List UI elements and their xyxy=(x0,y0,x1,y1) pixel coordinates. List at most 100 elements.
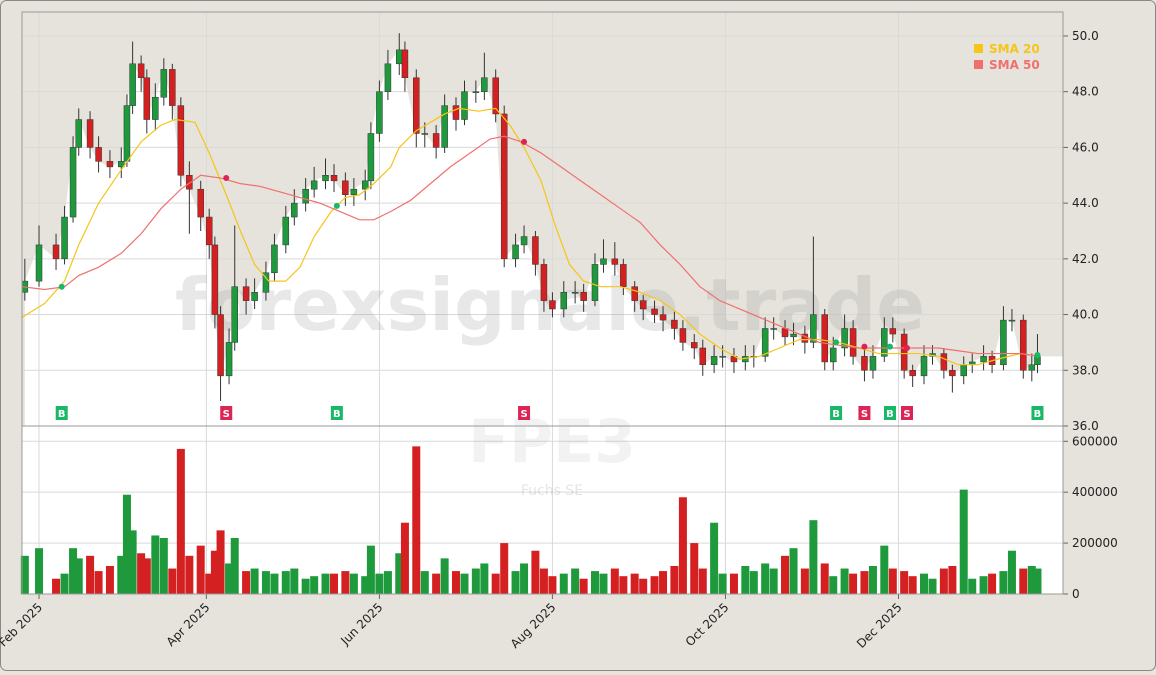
volume-bar xyxy=(590,571,599,594)
candle-body xyxy=(342,180,349,196)
candle-body xyxy=(118,161,125,168)
candle-body xyxy=(520,236,528,246)
candle-body xyxy=(549,300,556,310)
candle-body xyxy=(432,133,440,148)
volume-bar xyxy=(159,538,168,594)
volume-bar xyxy=(908,576,917,594)
volume-bar xyxy=(128,530,137,594)
signal-dot xyxy=(58,283,65,290)
volume-bar xyxy=(210,550,219,594)
candle-body xyxy=(699,347,707,365)
candle-body xyxy=(861,356,868,371)
volume-bar xyxy=(579,578,588,594)
candle-body xyxy=(889,328,897,335)
volume-bar xyxy=(330,573,339,594)
volume-bar xyxy=(928,578,937,594)
candle-body xyxy=(532,236,539,265)
candle-body xyxy=(980,356,987,363)
signal-label: S xyxy=(223,409,230,420)
candle-body xyxy=(909,370,916,377)
volume-bar xyxy=(69,548,78,594)
volume-bar xyxy=(548,576,557,594)
candle-body xyxy=(330,175,338,182)
volume-bar xyxy=(781,555,790,594)
candle-body xyxy=(710,356,718,365)
candle-body xyxy=(86,119,94,148)
candle-body xyxy=(129,63,136,106)
candle-body xyxy=(1028,364,1036,371)
price-area xyxy=(24,49,1063,426)
candle-body xyxy=(367,133,375,182)
candle-body xyxy=(1020,319,1027,371)
volume-bar xyxy=(1027,566,1036,594)
candle-body xyxy=(413,77,420,134)
candle-body xyxy=(829,347,837,363)
volume-tick-label: 400000 xyxy=(1072,485,1118,499)
volume-bar xyxy=(460,573,469,594)
volume-bar xyxy=(122,494,131,594)
volume-bar xyxy=(999,571,1008,594)
volume-bar xyxy=(1033,568,1042,594)
volume-bar xyxy=(710,522,719,594)
candle-body xyxy=(169,69,176,106)
volume-tick-label: 600000 xyxy=(1072,434,1118,448)
signal-badge xyxy=(55,406,68,420)
volume-bar xyxy=(420,571,429,594)
y-tick-label: 40.0 xyxy=(1072,308,1099,322)
volume-bar xyxy=(491,573,500,594)
candle-body xyxy=(821,314,828,363)
signal-label: B xyxy=(1034,409,1042,420)
volume-panel xyxy=(22,426,1063,594)
candle-body xyxy=(881,328,888,357)
volume-bar xyxy=(948,566,957,594)
signal-dot xyxy=(833,339,840,346)
candle-body xyxy=(540,264,548,301)
volume-bar xyxy=(185,555,194,594)
candle-body xyxy=(396,49,403,65)
volume-bar xyxy=(196,545,205,594)
candle-body xyxy=(137,63,145,78)
legend-label: SMA 20 xyxy=(989,42,1040,56)
candle-body xyxy=(231,286,238,343)
candle-body xyxy=(186,175,193,190)
volume-bar xyxy=(261,571,270,594)
volume-bar xyxy=(176,448,185,594)
candle-body xyxy=(611,258,619,265)
volume-bar xyxy=(412,446,421,594)
volume-bar xyxy=(800,568,809,594)
volume-bar xyxy=(471,568,480,594)
candle-body xyxy=(639,300,647,310)
volume-bar xyxy=(341,571,350,594)
volume-bar xyxy=(151,535,160,594)
volume-bar xyxy=(440,558,449,594)
candle-body xyxy=(452,105,460,120)
candle-body xyxy=(225,342,233,377)
volume-bar xyxy=(698,568,707,594)
sma-line xyxy=(21,107,1041,366)
volume-bar xyxy=(205,573,214,594)
signal-label: B xyxy=(832,409,840,420)
volume-bar xyxy=(361,576,370,594)
volume-bar xyxy=(520,563,529,594)
candle-body xyxy=(35,244,43,282)
volume-bar xyxy=(860,571,869,594)
volume-bar xyxy=(216,530,225,594)
volume-bar xyxy=(375,573,384,594)
volume-bar xyxy=(451,571,460,594)
volume-bar xyxy=(559,573,568,594)
y-tick-label: 46.0 xyxy=(1072,140,1099,154)
volume-bar xyxy=(888,568,897,594)
volume-bar xyxy=(117,555,126,594)
volume-bar xyxy=(52,578,61,594)
y-tick-label: 36.0 xyxy=(1072,419,1099,433)
volume-bar xyxy=(829,576,838,594)
signal-badge xyxy=(900,406,913,420)
legend-swatch xyxy=(974,44,983,53)
signal-dot xyxy=(1034,351,1041,358)
candle-body xyxy=(631,286,638,301)
candle-body xyxy=(960,364,967,377)
candle-body xyxy=(441,105,448,148)
candle-body xyxy=(600,258,607,265)
volume-bar xyxy=(290,568,299,594)
volume-bar xyxy=(840,568,849,594)
